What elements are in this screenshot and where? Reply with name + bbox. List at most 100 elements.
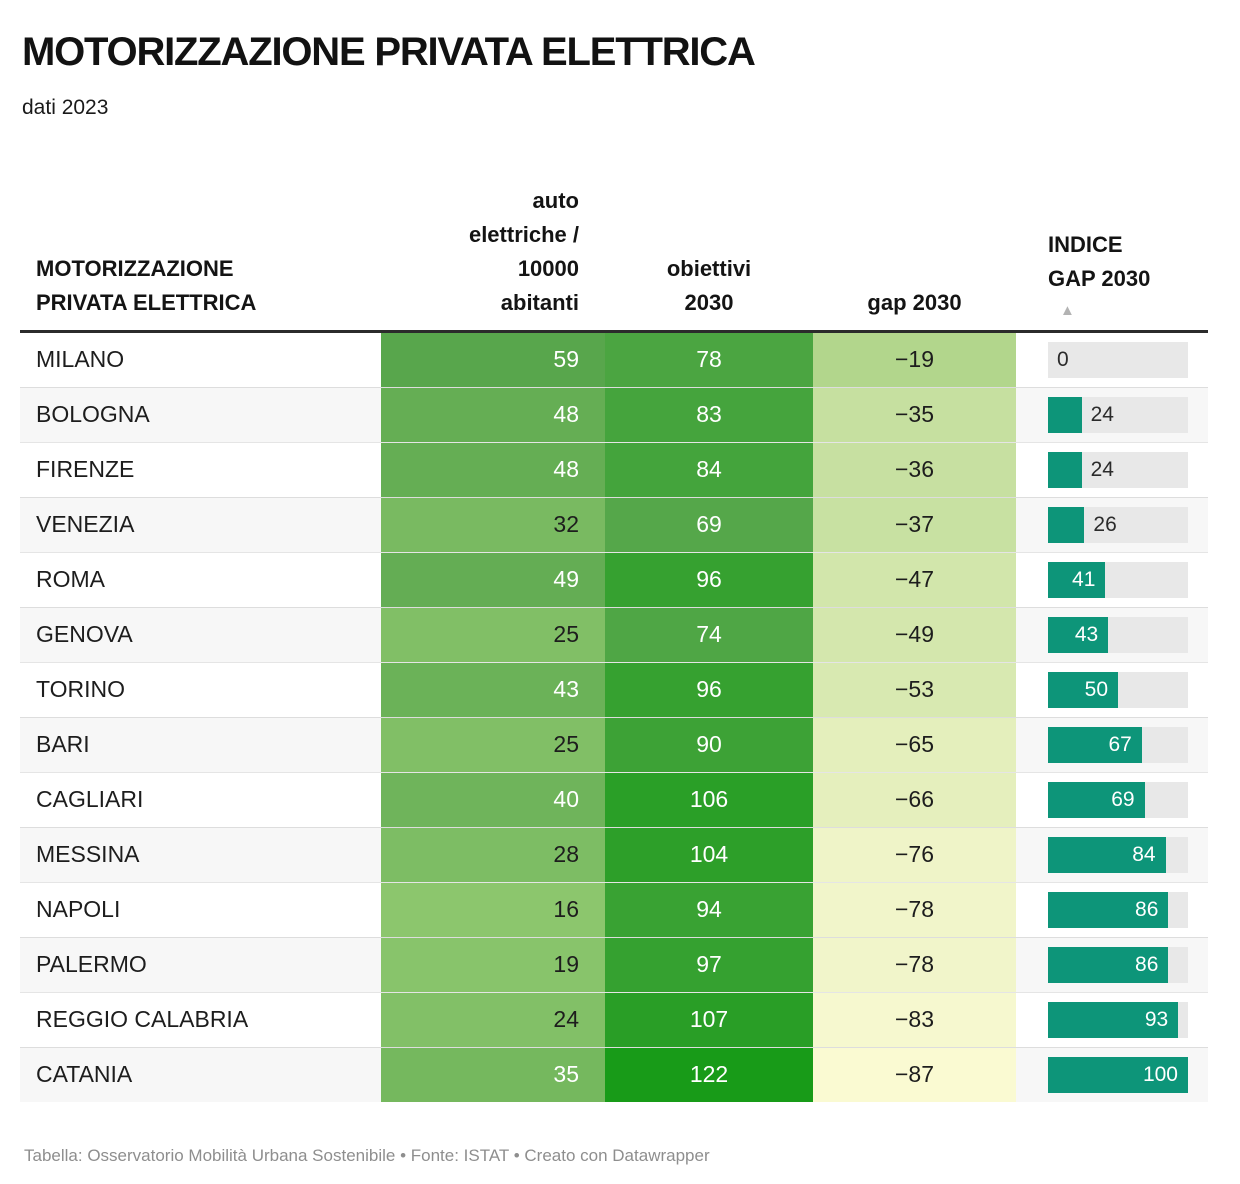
auto-elettriche-cell: 25 — [381, 607, 605, 662]
column-header-obiettivi[interactable]: obiettivi 2030 — [605, 248, 813, 330]
bar-track: 24 — [1048, 396, 1188, 433]
bar-track: 86 — [1048, 891, 1188, 928]
auto-elettriche-cell: 43 — [381, 662, 605, 717]
bar-value-label: 100 — [1142, 1062, 1178, 1086]
indice-gap-bar — [1048, 396, 1082, 433]
table-row: CAGLIARI 40 106 −66 69 — [20, 771, 1208, 827]
obiettivi-2030-cell: 84 — [605, 442, 813, 497]
bar-value-label: 67 — [1108, 732, 1132, 756]
indice-gap-cell: 84 — [1016, 828, 1208, 882]
indice-gap-cell: 69 — [1016, 773, 1208, 827]
obiettivi-2030-cell: 78 — [605, 332, 813, 387]
column-header-label: MOTORIZZAZIONE PRIVATA ELETTRICA — [36, 255, 257, 315]
bar-track: 50 — [1048, 671, 1188, 708]
obiettivi-2030-cell: 90 — [605, 717, 813, 772]
column-header-label: auto elettriche /10000 abitanti — [468, 187, 579, 315]
indice-gap-bar — [1048, 671, 1118, 708]
page-title: MOTORIZZAZIONE PRIVATA ELETTRICA — [22, 30, 756, 74]
auto-elettriche-cell: 40 — [381, 772, 605, 827]
bar-track: 93 — [1048, 1001, 1188, 1038]
indice-gap-cell: 86 — [1016, 883, 1208, 937]
auto-elettriche-cell: 19 — [381, 937, 605, 992]
indice-gap-bar — [1048, 781, 1145, 818]
bar-value-label: 0 — [1057, 347, 1069, 371]
bar-track: 100 — [1048, 1056, 1188, 1093]
city-cell: MILANO — [36, 346, 125, 373]
table-header-row: MOTORIZZAZIONE PRIVATA ELETTRICA auto elett… — [20, 180, 1208, 333]
bar-value-label: 93 — [1144, 1007, 1169, 1031]
table-row: MESSINA 28 104 −76 84 — [20, 826, 1208, 882]
indice-gap-cell: 43 — [1016, 608, 1208, 662]
auto-elettriche-cell: 49 — [381, 552, 605, 607]
indice-gap-bar — [1048, 1001, 1179, 1038]
obiettivi-2030-cell: 96 — [605, 662, 813, 717]
column-header-city[interactable]: MOTORIZZAZIONE PRIVATA ELETTRICA — [20, 248, 381, 330]
city-cell: TORINO — [36, 676, 126, 703]
obiettivi-2030-cell: 122 — [605, 1047, 813, 1102]
city-cell: FIRENZE — [36, 456, 135, 483]
gap-2030-cell: −78 — [813, 937, 1016, 992]
table-row: FIRENZE 48 84 −36 24 — [20, 441, 1208, 497]
indice-gap-cell: 24 — [1016, 443, 1208, 497]
indice-gap-bar — [1048, 1056, 1188, 1093]
obiettivi-2030-cell: 74 — [605, 607, 813, 662]
bar-value-label: 50 — [1084, 677, 1108, 701]
indice-gap-bar — [1048, 561, 1106, 598]
gap-2030-cell: −76 — [813, 827, 1016, 882]
bar-value-label: 24 — [1090, 457, 1114, 481]
obiettivi-2030-cell: 97 — [605, 937, 813, 992]
auto-elettriche-cell: 32 — [381, 497, 605, 552]
bar-track: 86 — [1048, 946, 1188, 983]
city-cell: CATANIA — [36, 1061, 133, 1088]
bar-value-label: 86 — [1135, 952, 1159, 976]
indice-gap-cell: 86 — [1016, 938, 1208, 992]
table-body: MILANO 59 78 −19 0 BOLOGNA 48 83 −35 24 FIRENZE 48 8… — [20, 332, 1208, 1102]
gap-2030-cell: −37 — [813, 497, 1016, 552]
bar-value-label: 26 — [1093, 512, 1117, 536]
indice-gap-bar — [1048, 726, 1142, 763]
gap-2030-cell: −65 — [813, 717, 1016, 772]
column-header-gap[interactable]: gap 2030 — [813, 282, 1016, 330]
obiettivi-2030-cell: 94 — [605, 882, 813, 937]
city-cell: CAGLIARI — [36, 786, 144, 813]
bar-track: 69 — [1048, 781, 1188, 818]
indice-gap-cell: 41 — [1016, 553, 1208, 607]
obiettivi-2030-cell: 69 — [605, 497, 813, 552]
bar-value-label: 41 — [1072, 567, 1096, 591]
gap-2030-cell: −36 — [813, 442, 1016, 497]
gap-2030-cell: −53 — [813, 662, 1016, 717]
gap-2030-cell: −83 — [813, 992, 1016, 1047]
city-cell: BOLOGNA — [36, 401, 150, 428]
bar-value-label: 69 — [1111, 787, 1135, 811]
city-cell: VENEZIA — [36, 511, 135, 538]
bar-track: 43 — [1048, 616, 1188, 653]
gap-2030-cell: −87 — [813, 1047, 1016, 1102]
auto-elettriche-cell: 59 — [381, 332, 605, 387]
column-header-auto[interactable]: auto elettriche /10000 abitanti — [381, 180, 605, 330]
auto-elettriche-cell: 25 — [381, 717, 605, 772]
column-header-indice[interactable]: INDICE GAP 2030 ▲ — [1016, 224, 1208, 330]
auto-elettriche-cell: 28 — [381, 827, 605, 882]
table-row: ROMA 49 96 −47 41 — [20, 551, 1208, 607]
gap-2030-cell: −66 — [813, 772, 1016, 827]
indice-gap-bar — [1048, 451, 1082, 488]
auto-elettriche-cell: 24 — [381, 992, 605, 1047]
obiettivi-2030-cell: 83 — [605, 387, 813, 442]
auto-elettriche-cell: 16 — [381, 882, 605, 937]
indice-gap-bar — [1048, 616, 1109, 653]
table-row: GENOVA 25 74 −49 43 — [20, 606, 1208, 662]
obiettivi-2030-cell: 106 — [605, 772, 813, 827]
indice-gap-bar — [1048, 946, 1169, 983]
table-row: MILANO 59 78 −19 0 — [20, 332, 1208, 387]
bar-track: 41 — [1048, 561, 1188, 598]
attribution-footer: Tabella: Osservatorio Mobilità Urbana So… — [24, 1145, 710, 1165]
city-cell: ROMA — [36, 566, 105, 593]
indice-gap-bar — [1048, 891, 1169, 928]
bar-value-label: 43 — [1074, 622, 1099, 646]
city-cell: REGGIO CALABRIA — [36, 1006, 249, 1033]
auto-elettriche-cell: 35 — [381, 1047, 605, 1102]
table-row: REGGIO CALABRIA 24 107 −83 93 — [20, 991, 1208, 1047]
bar-value-label: 84 — [1132, 842, 1156, 866]
gap-2030-cell: −35 — [813, 387, 1016, 442]
